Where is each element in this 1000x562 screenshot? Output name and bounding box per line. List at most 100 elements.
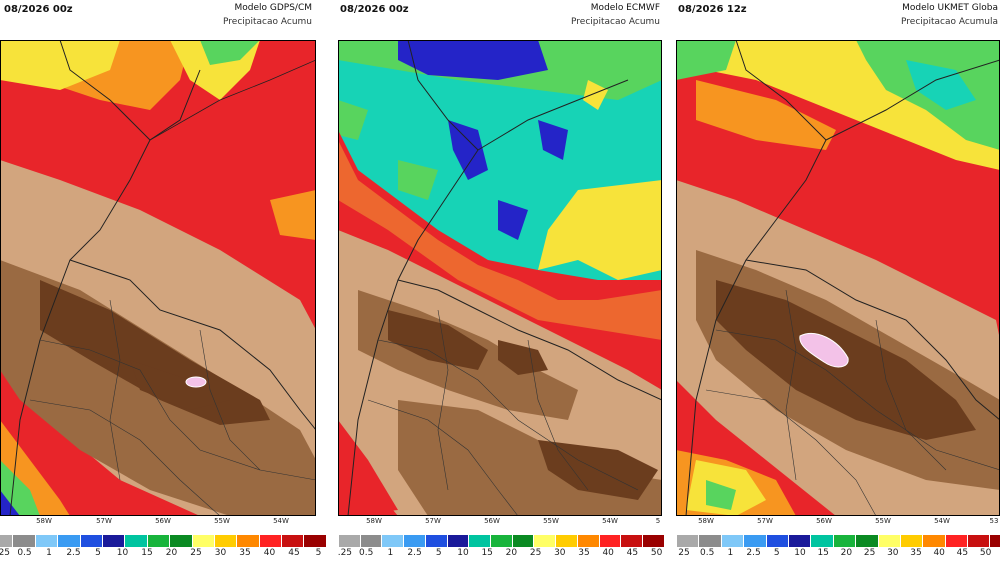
lon-tick: 56W — [816, 517, 832, 525]
colorbar-label: 50 — [979, 548, 992, 558]
colorbar-label: 25 — [190, 548, 202, 558]
colorbar-label: 0.25 — [338, 548, 353, 558]
lon-tick: 53 — [989, 517, 999, 525]
colorbar-swatch — [424, 535, 447, 547]
colorbar-swatch — [34, 535, 58, 547]
lon-tick: 56W — [484, 517, 500, 525]
colorbar-swatch — [989, 535, 1000, 547]
colorbar-label: 0.5 — [359, 548, 374, 558]
colorbar-swatch — [620, 535, 643, 547]
map-panel-ecmwf: 08/2026 00z Modelo ECMWF Precipitacao Ac… — [338, 0, 664, 562]
colorbar-label: 10 — [116, 548, 129, 558]
colorbar-label: 40 — [933, 548, 945, 558]
colorbar-label: 45 — [956, 548, 969, 558]
colorbar-label: 40 — [263, 548, 276, 558]
colorbar-label: 5 — [315, 548, 322, 558]
colorbar-swatch — [101, 535, 125, 547]
colorbar-swatch — [303, 535, 326, 547]
colorbar-label: 1 — [727, 548, 734, 558]
colorbar-swatch — [57, 535, 80, 547]
colorbar-label: 1 — [46, 548, 52, 558]
colorbar-swatch — [832, 535, 856, 547]
longitude-axis: 58W 57W 56W 55W 54W 53 — [676, 517, 1000, 529]
colorbar-label: 15 — [141, 548, 153, 558]
precipitation-map-ukmet — [676, 40, 1000, 516]
lon-tick: 54W — [934, 517, 950, 525]
lon-tick: 56W — [155, 517, 171, 525]
colorbar-swatch — [765, 535, 788, 547]
colorbar-swatch — [855, 535, 878, 547]
colorbar-swatch — [698, 535, 721, 547]
colorbar-swatch — [555, 535, 577, 547]
colorbar-swatch — [533, 535, 556, 547]
variable-label: Precipitacao Acumu — [571, 17, 660, 27]
lon-tick: 54W — [273, 517, 289, 525]
lon-tick: 58W — [366, 517, 382, 525]
colorbar-swatch — [281, 535, 304, 547]
run-date-label: 08/2026 00z — [4, 4, 73, 15]
colorbar-label: 20 — [165, 548, 178, 558]
lon-tick: 57W — [425, 517, 441, 525]
colorbar-swatch — [743, 535, 766, 547]
colorbar-labels: 0.25 0.5 1 2.5 5 10 15 20 25 30 35 40 45 5 — [0, 548, 326, 560]
colorbar-swatch — [468, 535, 491, 547]
colorbar-swatch — [0, 535, 13, 547]
colorbar-label: 2.5 — [66, 548, 81, 558]
lon-tick: 58W — [698, 517, 714, 525]
colorbar-label: 45 — [626, 548, 639, 558]
longitude-axis: 58W 57W 56W 55W 54W — [0, 517, 316, 529]
lon-tick: 55W — [214, 517, 230, 525]
lon-tick: 5 — [655, 517, 661, 525]
colorbar-label: 0.5 — [17, 548, 32, 558]
colorbar-label: 20 — [505, 548, 518, 558]
colorbar-swatch — [213, 535, 237, 547]
run-date-label: 08/2026 00z — [340, 4, 409, 15]
variable-label: Precipitacao Acumula — [901, 17, 998, 27]
colorbar-label: 15 — [481, 548, 493, 558]
colorbar-swatch — [576, 535, 599, 547]
colorbar-swatch — [511, 535, 534, 547]
colorbar-swatch — [258, 535, 282, 547]
colorbar-swatch — [598, 535, 621, 547]
colorbar-label: 40 — [602, 548, 614, 558]
lon-tick: 57W — [96, 517, 112, 525]
colorbar-swatch — [236, 535, 259, 547]
colorbar-swatch — [146, 535, 170, 547]
variable-label: Precipitacao Acumu — [223, 17, 312, 27]
colorbar-swatch — [720, 535, 744, 547]
colorbar — [338, 535, 664, 547]
colorbar-label: 25 — [678, 548, 690, 558]
colorbar-swatch — [967, 535, 990, 547]
colorbar-label: 10 — [457, 548, 469, 558]
colorbar-labels: 0.25 0.5 1 2.5 5 10 15 20 25 30 35 40 45 50 — [338, 548, 664, 560]
longitude-axis: 58W 57W 56W 55W 54W 5 — [338, 517, 662, 529]
colorbar-label: 30 — [554, 548, 566, 558]
lon-tick: 55W — [875, 517, 891, 525]
colorbar — [676, 535, 1000, 547]
colorbar-swatch — [676, 535, 699, 547]
lon-tick: 55W — [543, 517, 559, 525]
colorbar-label: 5 — [95, 548, 101, 558]
colorbar-label: 50 — [650, 548, 663, 558]
colorbar-label: 0.5 — [700, 548, 715, 558]
colorbar-label: 5 — [773, 548, 780, 558]
colorbar-label: 30 — [887, 548, 899, 558]
map-panel-ukmet: 08/2026 12z Modelo UKMET Globa Precipita… — [676, 0, 1000, 562]
colorbar-swatch — [169, 535, 192, 547]
colorbar-label: 35 — [578, 548, 590, 558]
model-name-label: Modelo UKMET Globa — [902, 3, 998, 13]
colorbar-label: 15 — [817, 548, 829, 558]
colorbar-swatch — [446, 535, 469, 547]
colorbar-swatch — [403, 535, 425, 547]
colorbar-label: 35 — [910, 548, 922, 558]
colorbar-label: 20 — [840, 548, 853, 558]
colorbar-label: 25 — [863, 548, 876, 558]
colorbar-swatch — [899, 535, 923, 547]
colorbar — [0, 535, 326, 547]
precipitation-map-ecmwf — [338, 40, 662, 516]
colorbar-swatch — [124, 535, 147, 547]
colorbar-swatch — [944, 535, 968, 547]
colorbar-label: 2.5 — [407, 548, 422, 558]
colorbar-label: 0.25 — [0, 548, 11, 558]
colorbar-swatch — [810, 535, 833, 547]
